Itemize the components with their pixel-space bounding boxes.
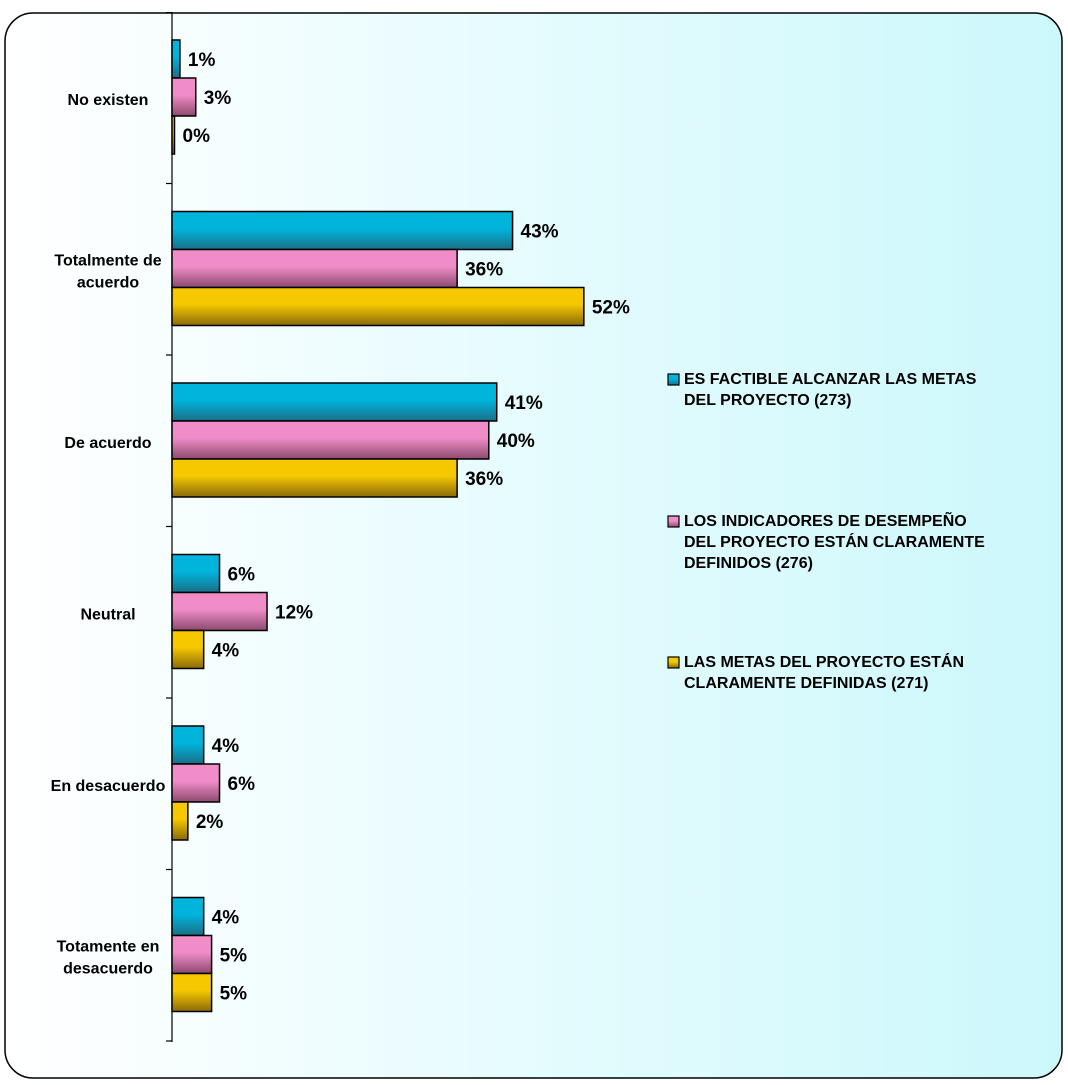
legend-label: ES FACTIBLE ALCANZAR LAS METAS [684,371,977,388]
legend-swatch [667,373,680,386]
category-label: Totalmente de [54,253,161,270]
bar [171,629,205,670]
category-label: Totamente en [57,939,160,956]
bar [171,115,176,155]
legend-label: CLARAMENTE DEFINIDAS (271) [684,675,928,692]
data-label: 6% [228,774,256,795]
legend-label: LAS METAS DEL PROYECTO ESTÁN [684,652,964,671]
data-label: 5% [220,946,248,967]
bar [171,39,181,79]
category-label: Neutral [80,607,135,624]
legend-label: DEFINIDOS (276) [684,555,813,572]
bar [171,286,585,327]
bar [171,972,213,1013]
legend-label: DEL PROYECTO ESTÁN CLARAMENTE [684,532,985,551]
bar [171,763,221,803]
bar [171,382,498,422]
bar [171,896,205,937]
data-label: 4% [212,736,240,757]
legend-swatch [667,656,680,669]
data-label: 6% [228,565,256,586]
bar [171,210,514,251]
data-label: 52% [592,298,630,319]
data-label: 36% [465,469,503,490]
data-label: 41% [505,393,543,414]
data-label: 36% [465,260,503,281]
legend-label: LOS INDICADORES DE DESEMPEÑO [684,510,967,530]
data-label: 4% [212,641,240,662]
bar [171,77,197,117]
category-label: No existen [68,92,149,109]
data-label: 0% [183,126,211,147]
legend: ES FACTIBLE ALCANZAR LAS METAS DEL PROYEC… [667,371,985,692]
bar [171,458,458,498]
bar [171,801,189,841]
category-label: De acuerdo [64,435,151,452]
category-label: En desacuerdo [51,778,166,795]
bar [171,420,490,460]
chart-frame: No existen 1% 3% 0% Totalmente de acuerdo 43% 3… [4,11,1064,1080]
data-label: 2% [196,812,224,833]
bar [171,553,221,594]
legend-label: DEL PROYECTO (273) [684,392,851,409]
bar-chart: No existen 1% 3% 0% Totalmente de acuerdo 43% 3… [4,11,1063,1079]
bar [171,591,268,632]
plot-area: No existen 1% 3% 0% Totalmente de acuerdo 43% 3… [51,11,630,1042]
data-label: 5% [220,984,248,1005]
data-label: 4% [212,908,240,929]
data-label: 1% [188,50,216,71]
data-label: 43% [521,222,559,243]
bar [171,248,458,289]
data-label: 3% [204,88,232,109]
bar [171,934,213,975]
data-label: 12% [275,603,313,624]
data-label: 40% [497,431,535,452]
category-label: acuerdo [77,275,139,292]
bar [171,725,205,765]
category-label: desacuerdo [63,961,153,978]
legend-swatch [667,515,680,528]
